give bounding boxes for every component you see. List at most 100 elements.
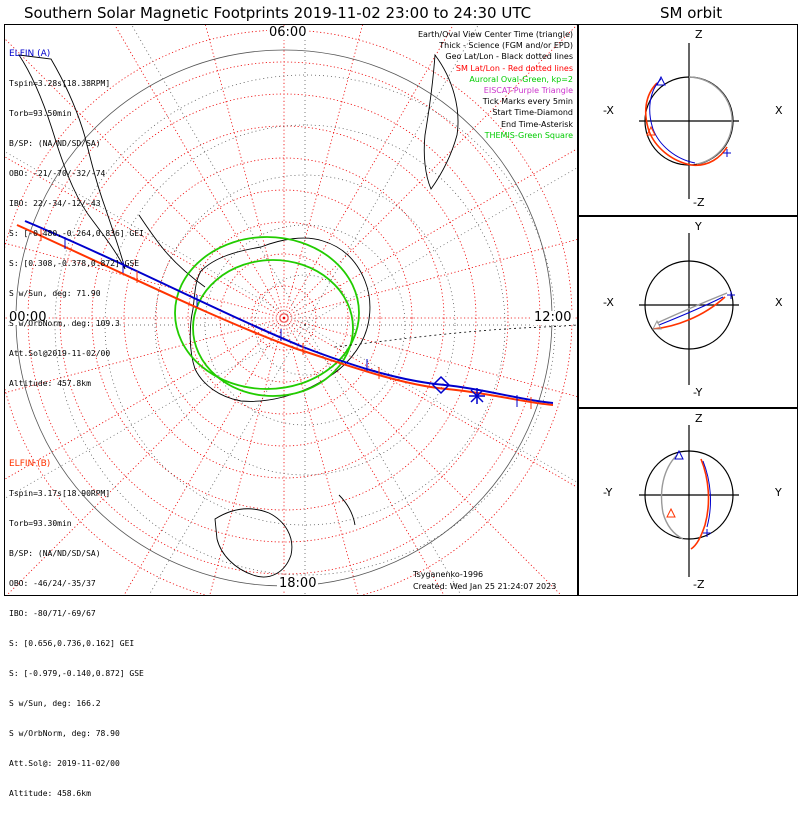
legend-item: SM Lat/Lon - Red dotted lines — [455, 63, 573, 73]
elfin-b-orbit — [644, 82, 728, 167]
axis-bottom: -Z — [693, 196, 705, 209]
legend-item: End Time-Asterisk — [500, 119, 573, 129]
elfin-a-line: Att.Sol@2019-11-02/00 — [9, 349, 111, 358]
axis-left: -Y — [603, 486, 613, 499]
mlt-label-left: 00:00 — [7, 310, 49, 325]
elfin-a-ticks — [64, 237, 518, 407]
sm-meridian-line — [283, 317, 359, 595]
elfin-b-name: ELFIN (B) — [9, 459, 51, 469]
auroral-ovals — [174, 236, 360, 397]
view-center-triangle — [652, 319, 662, 330]
sm-meridian-line — [283, 317, 562, 595]
view-center-triangle — [674, 449, 684, 460]
sm-meridian-line — [283, 239, 577, 319]
sm-meridian-line — [283, 25, 363, 319]
elfin-a-orbit — [649, 78, 696, 164]
earth-circle — [644, 450, 734, 540]
orbit-end-asterisk — [727, 291, 735, 299]
axis-right: X — [775, 104, 783, 117]
elfin-a-line: Altitude: 457.8km — [9, 379, 91, 388]
legend-item: Start Time-Diamond — [492, 108, 573, 118]
elfin-b-orbit — [690, 458, 710, 550]
sm-orbit-panel-yz: Z -Z -Y Y — [578, 408, 798, 596]
sm-meridian-line — [283, 25, 454, 319]
elfin-b-line: S: [-0.979,-0.140,0.872] GSE — [9, 669, 144, 678]
elfin-b-line: IBO: -80/71/-69/67 — [9, 609, 96, 618]
view-center-triangle-b — [646, 125, 656, 136]
sm-orbit-xz-plot — [639, 43, 739, 199]
south-america-coast — [18, 54, 126, 270]
elfin-a-line: OBO: -21/-70/-32/-74 — [9, 169, 106, 178]
legend-item: Thick - Science (FGM and/or EPD) — [439, 41, 573, 51]
elfin-b-line: Altitude: 458.6km — [9, 789, 91, 798]
sm-meridian-line — [283, 317, 577, 397]
axis-bottom: -Z — [693, 578, 705, 591]
sm-orbit-panel-xy: Y -Y -X X — [578, 216, 798, 408]
sm-meridian-line — [283, 317, 445, 595]
elfin-b-line: Torb=93.30min — [9, 519, 72, 528]
geo-meridian-line — [304, 324, 462, 595]
elfin-b-ticks — [40, 229, 532, 409]
elfin-a-line: S: [-0.480,-0.264,0.836] GEI — [9, 229, 144, 238]
sm-meridian-line — [283, 317, 577, 488]
view-center-triangle-b — [666, 507, 676, 518]
elfin-a-line: S w/OrbNorm, deg: 109.3 — [9, 319, 120, 328]
orbit-end-asterisk — [703, 529, 711, 537]
elfin-a-line: S w/Sun, deg: 71.90 — [9, 289, 101, 298]
sm-meridian-line — [5, 242, 285, 319]
orbit-end-asterisk — [723, 149, 731, 157]
elfin-a-name: ELFIN (A) — [9, 49, 51, 59]
elfin-b-line: S w/OrbNorm, deg: 78.90 — [9, 729, 120, 738]
footprint-map-panel: 06:00 00:00 12:00 18:00 ELFIN (A) Tspin=… — [4, 24, 578, 798]
axis-left: -X — [603, 104, 614, 117]
mlt-label-bottom: 18:00 — [277, 576, 319, 591]
elfin-a-footprint-track — [24, 220, 554, 404]
elfin-a-info: ELFIN (A) Tspin=3.28s[18.38RPM] Torb=93.… — [9, 29, 144, 409]
elfin-a-line: Tspin=3.28s[18.38RPM] — [9, 79, 111, 88]
elfin-b-line: S: [0.656,0.736,0.162] GEI — [9, 639, 135, 648]
end-time-asterisk — [469, 388, 485, 404]
model-credit: Tsyganenko-1996 — [413, 570, 484, 579]
sm-orbit-yz-plot — [639, 425, 739, 577]
sm-orbit-xy-plot — [639, 233, 739, 385]
sm-meridian-line — [123, 317, 285, 595]
sm-meridian-line — [5, 317, 285, 480]
elfin-b-footprint-track — [16, 224, 554, 406]
legend-item: Auroral Oval-Green, kp=2 — [469, 74, 573, 84]
elfin-b-line: B/SP: (NA/ND/SD/SA) — [9, 549, 101, 558]
elfin-a-line: S: [0.308,-0.378,0.872] GSE — [9, 259, 140, 268]
sm-longitude-lines — [5, 25, 577, 595]
view-center-triangle — [656, 75, 666, 86]
sm-meridian-line — [5, 156, 285, 319]
axis-right: X — [775, 296, 783, 309]
legend-item: Earth/Oval View Center Time (triangle) — [417, 30, 573, 39]
map-legend: Earth/Oval View Center Time (triangle) T… — [418, 29, 573, 141]
axis-top: Y — [695, 220, 702, 233]
legend-item: EISCAT-Purple Triangle — [483, 86, 573, 96]
auroral-oval-inner — [192, 259, 354, 397]
elfin-a-orbit — [702, 460, 711, 528]
orbit-panel-title: SM orbit — [660, 4, 723, 22]
dusk-meridian-line — [334, 324, 577, 348]
mlt-label-right: 12:00 — [532, 310, 574, 325]
elfin-b-line: Att.Sol@: 2019-11-02/00 — [9, 759, 120, 768]
antarctic-peninsula — [138, 214, 206, 288]
orbit-gray-track — [660, 454, 684, 540]
sm-meridian-line — [5, 317, 285, 394]
page-title: Southern Solar Magnetic Footprints 2019-… — [24, 4, 532, 22]
sm-meridian-line — [205, 25, 285, 319]
start-time-diamond — [431, 375, 451, 395]
created-timestamp: Created: Wed Jan 25 21:24:07 2023 — [413, 582, 557, 591]
elfin-b-line: S w/Sun, deg: 166.2 — [9, 699, 101, 708]
legend-item: THEMIS-Green Square — [484, 130, 573, 140]
australia-coast — [214, 508, 293, 578]
mlt-label-top: 06:00 — [267, 25, 309, 40]
legend-item: Tick Marks every 5min — [482, 97, 573, 107]
axis-bottom: -Y — [693, 386, 703, 399]
legend-item: Geo Lat/Lon - Black dotted lines — [445, 52, 573, 62]
axis-right: Y — [775, 486, 782, 499]
elfin-a-line: Torb=93.50min — [9, 109, 72, 118]
elfin-a-line: IBO: 22/-34/-12/-43 — [9, 199, 101, 208]
axis-top: Z — [695, 28, 703, 41]
africa-coast — [423, 53, 459, 190]
